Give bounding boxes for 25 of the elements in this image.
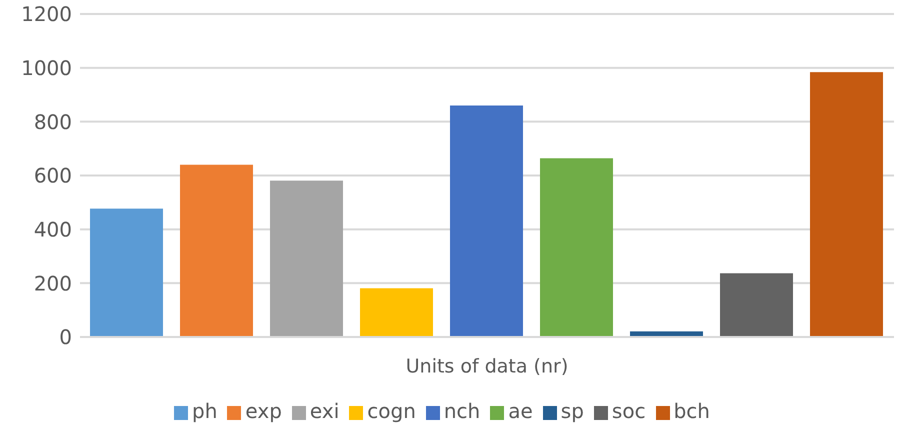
y-tick-label: 0 — [59, 325, 72, 350]
bar — [360, 288, 433, 337]
legend-label: exp — [245, 399, 282, 423]
y-tick-label: 200 — [34, 271, 72, 296]
legend-label: ae — [508, 399, 533, 423]
bar — [720, 273, 793, 337]
y-tick-label: 800 — [34, 110, 72, 134]
legend-label: cogn — [367, 399, 416, 423]
legend-label: ph — [192, 399, 218, 423]
legend-label: sp — [560, 399, 584, 423]
legend-label: bch — [674, 399, 710, 423]
y-tick-label: 600 — [34, 164, 72, 188]
bar — [810, 72, 883, 337]
bar — [450, 106, 523, 337]
bar — [90, 208, 163, 337]
x-tick-label: Units of data (nr) — [406, 355, 568, 378]
legend-label: nch — [444, 399, 480, 423]
y-tick-label: 1200 — [21, 2, 72, 26]
y-tick-label: 1000 — [21, 56, 72, 80]
bar — [180, 164, 253, 337]
bar — [270, 180, 343, 337]
bar — [540, 158, 613, 337]
y-tick-label: 400 — [34, 217, 72, 242]
legend-label: soc — [612, 399, 646, 423]
legend-label: exi — [310, 399, 340, 423]
